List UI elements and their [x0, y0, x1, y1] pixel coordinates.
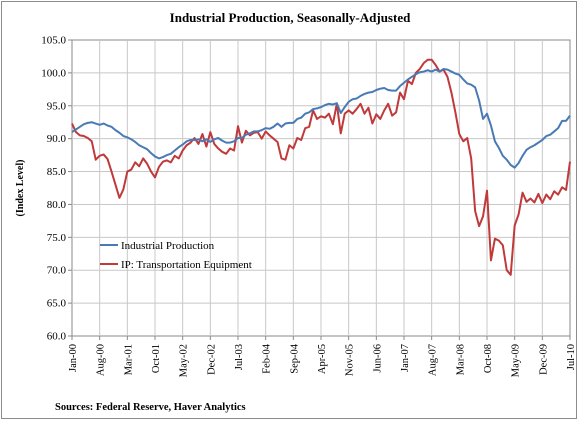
- x-tick-label: Oct-01: [151, 344, 162, 373]
- x-tick-label: Sep-04: [289, 343, 300, 373]
- y-tick-label: 95.0: [47, 100, 67, 112]
- series-line-ip-transportation-equipment: [71, 58, 571, 276]
- y-tick-label: 80.0: [47, 199, 67, 211]
- x-tick-label: Jul-03: [234, 344, 245, 370]
- x-axis: Jan-00 Aug-00 Mar-01 Oct-01 May-02 Dec-02 Jul-…: [68, 336, 577, 377]
- x-tick-label: May-02: [179, 344, 190, 377]
- y-tick-label: 105.0: [41, 35, 66, 47]
- x-tick-label: Dec-09: [538, 344, 549, 375]
- x-tick-label: Aug-00: [96, 344, 107, 376]
- legend-label-transportation-equipment: IP: Transportation Equipment: [121, 259, 252, 271]
- x-tick-label: Jul-10: [566, 344, 577, 370]
- source-note: Sources: Federal Reserve, Haver Analytic…: [55, 402, 246, 413]
- x-tick-label: Aug-07: [428, 344, 439, 376]
- x-tick-label: Mar-01: [123, 344, 134, 375]
- chart-title: Industrial Production, Seasonally-Adjust…: [170, 10, 411, 25]
- x-tick-label: Nov-05: [345, 344, 356, 376]
- series-lines: [71, 58, 571, 276]
- x-tick-label: Feb-04: [262, 343, 273, 373]
- series-line-industrial-production: [71, 67, 571, 169]
- legend: Industrial Production IP: Transportation…: [100, 240, 252, 271]
- y-tick-label: 90.0: [47, 133, 67, 145]
- x-tick-label: Jan-00: [68, 344, 79, 372]
- x-tick-label: Mar-08: [455, 344, 466, 375]
- y-tick-label: 70.0: [47, 265, 67, 277]
- y-tick-label: 85.0: [47, 166, 67, 178]
- y-tick-label: 60.0: [47, 331, 67, 343]
- y-tick-label: 65.0: [47, 298, 67, 310]
- y-axis: 60.0 65.0 70.0 75.0 80.0 85.0 90.0 95.0 100.0 105…: [41, 35, 72, 343]
- x-tick-label: Apr-05: [317, 344, 328, 374]
- x-tick-label: Dec-02: [206, 344, 217, 375]
- x-tick-label: Oct-08: [483, 344, 494, 373]
- x-tick-label: Jun-06: [372, 344, 383, 373]
- x-tick-label: May-09: [511, 344, 522, 377]
- y-axis-label: (Index Level): [15, 160, 26, 217]
- y-tick-label: 100.0: [41, 67, 66, 79]
- y-tick-label: 75.0: [47, 232, 67, 244]
- legend-label-industrial-production: Industrial Production: [121, 240, 215, 252]
- x-tick-label: Jan-07: [400, 344, 411, 372]
